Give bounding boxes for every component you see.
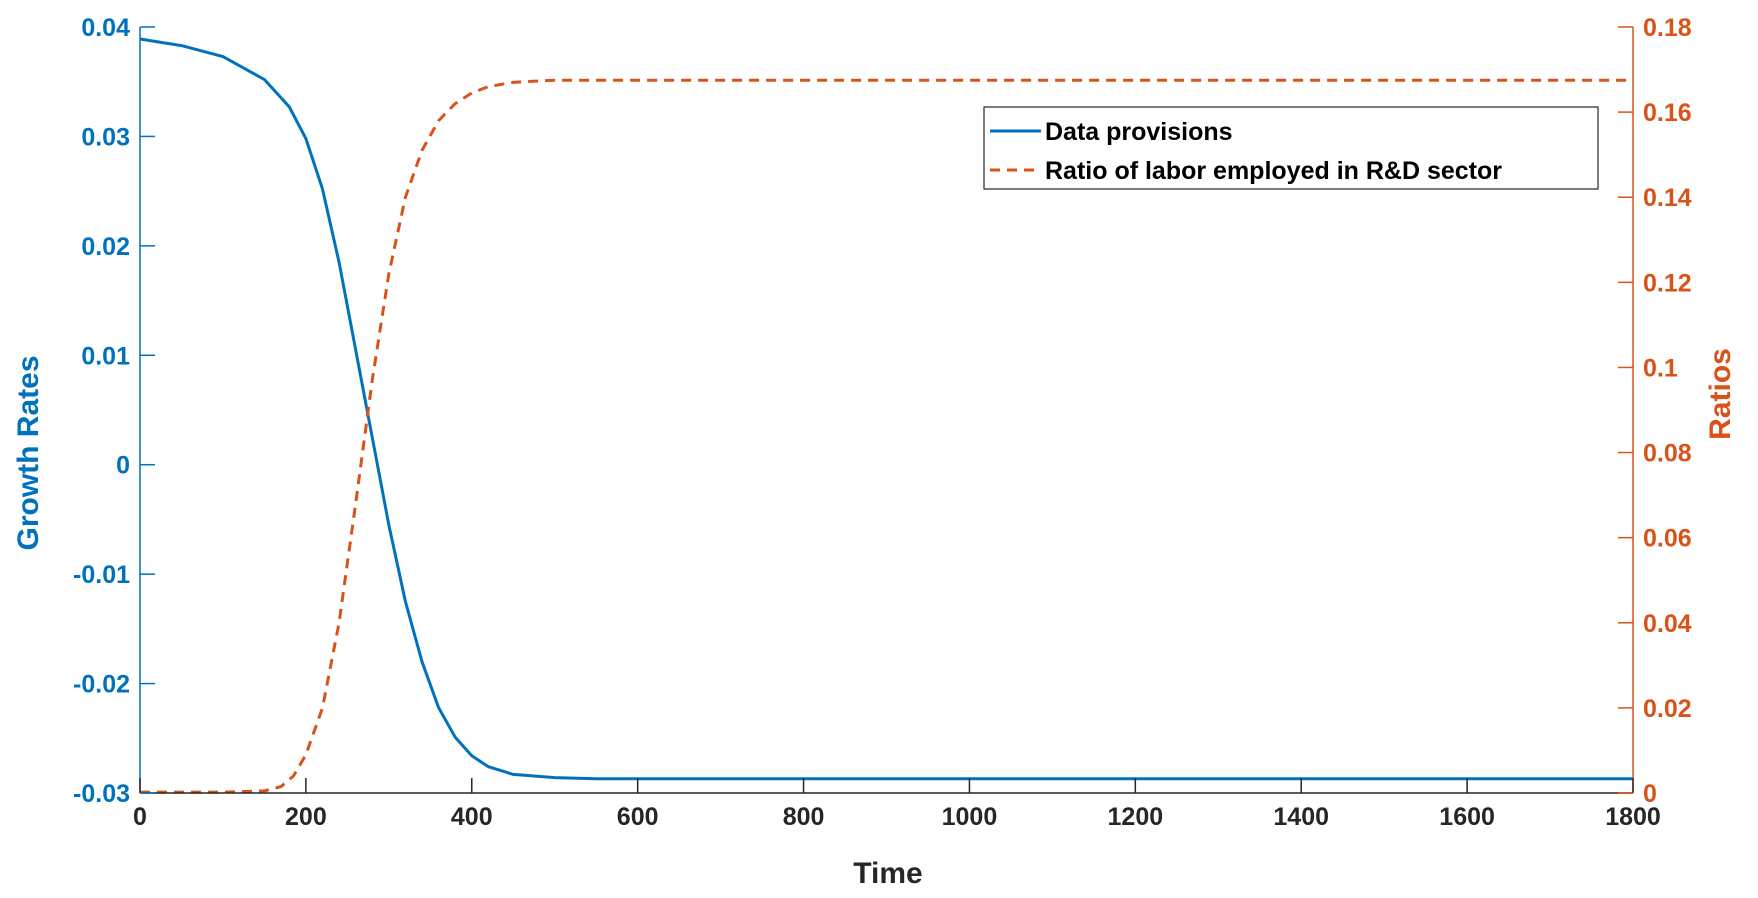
y-right-tick-label: 0.12 [1643,269,1692,297]
y-right-tick-label: 0.16 [1643,99,1692,127]
y-left-tick-label: 0.03 [81,123,130,151]
x-tick-label: 400 [451,803,493,831]
ticks-layer: 0 200 400 600 800 1000 1200 1400 1600 1800 -0.03 -0… [73,14,1692,831]
x-tick-label: 800 [783,803,825,831]
y-left-tick-label: 0.02 [81,233,130,261]
axes-layer [139,27,1634,794]
y-left-tick-label: 0 [116,452,130,480]
legend-label-data-provisions: Data provisions [1045,118,1233,146]
legend-label-labor-ratio: Ratio of labor employed in R&D sector [1045,157,1502,185]
legend: Data provisions Ratio of labor employed … [983,106,1599,190]
x-tick-label: 1200 [1108,803,1164,831]
y-left-tick-label: -0.03 [73,780,130,808]
x-tick-label: 200 [285,803,327,831]
x-tick-label: 0 [133,803,147,831]
y-right-tick-label: 0.1 [1643,354,1678,382]
legend-box [983,106,1599,190]
x-tick-label: 1000 [942,803,998,831]
series-layer [139,37,1633,794]
y-right-tick-label: 0.08 [1643,440,1692,468]
x-tick-label: 1600 [1439,803,1495,831]
series-line-data-provisions [139,37,1633,781]
y-right-tick-label: 0.02 [1643,695,1692,723]
y-axis-right-title: Ratios [1704,348,1737,440]
y-left-tick-label: -0.01 [73,561,130,589]
y-axis-left-title: Growth Rates [12,355,45,550]
x-tick-label: 600 [617,803,659,831]
y-right-tick-label: 0.06 [1643,525,1692,553]
y-right-tick-label: 0 [1643,780,1657,808]
y-right-tick-label: 0.14 [1643,184,1692,212]
series-line-ratio-of-labor-employed-in-r-d-sector [140,78,1633,794]
y-left-tick-label: -0.02 [73,671,130,699]
y-right-tick-label: 0.04 [1643,610,1692,638]
x-tick-label: 1800 [1605,803,1661,831]
x-tick-label: 1400 [1273,803,1329,831]
x-axis-title: Time [853,857,922,890]
y-left-tick-label: 0.04 [81,14,130,42]
y-right-tick-label: 0.18 [1643,14,1692,42]
y-left-tick-label: 0.01 [81,342,130,370]
